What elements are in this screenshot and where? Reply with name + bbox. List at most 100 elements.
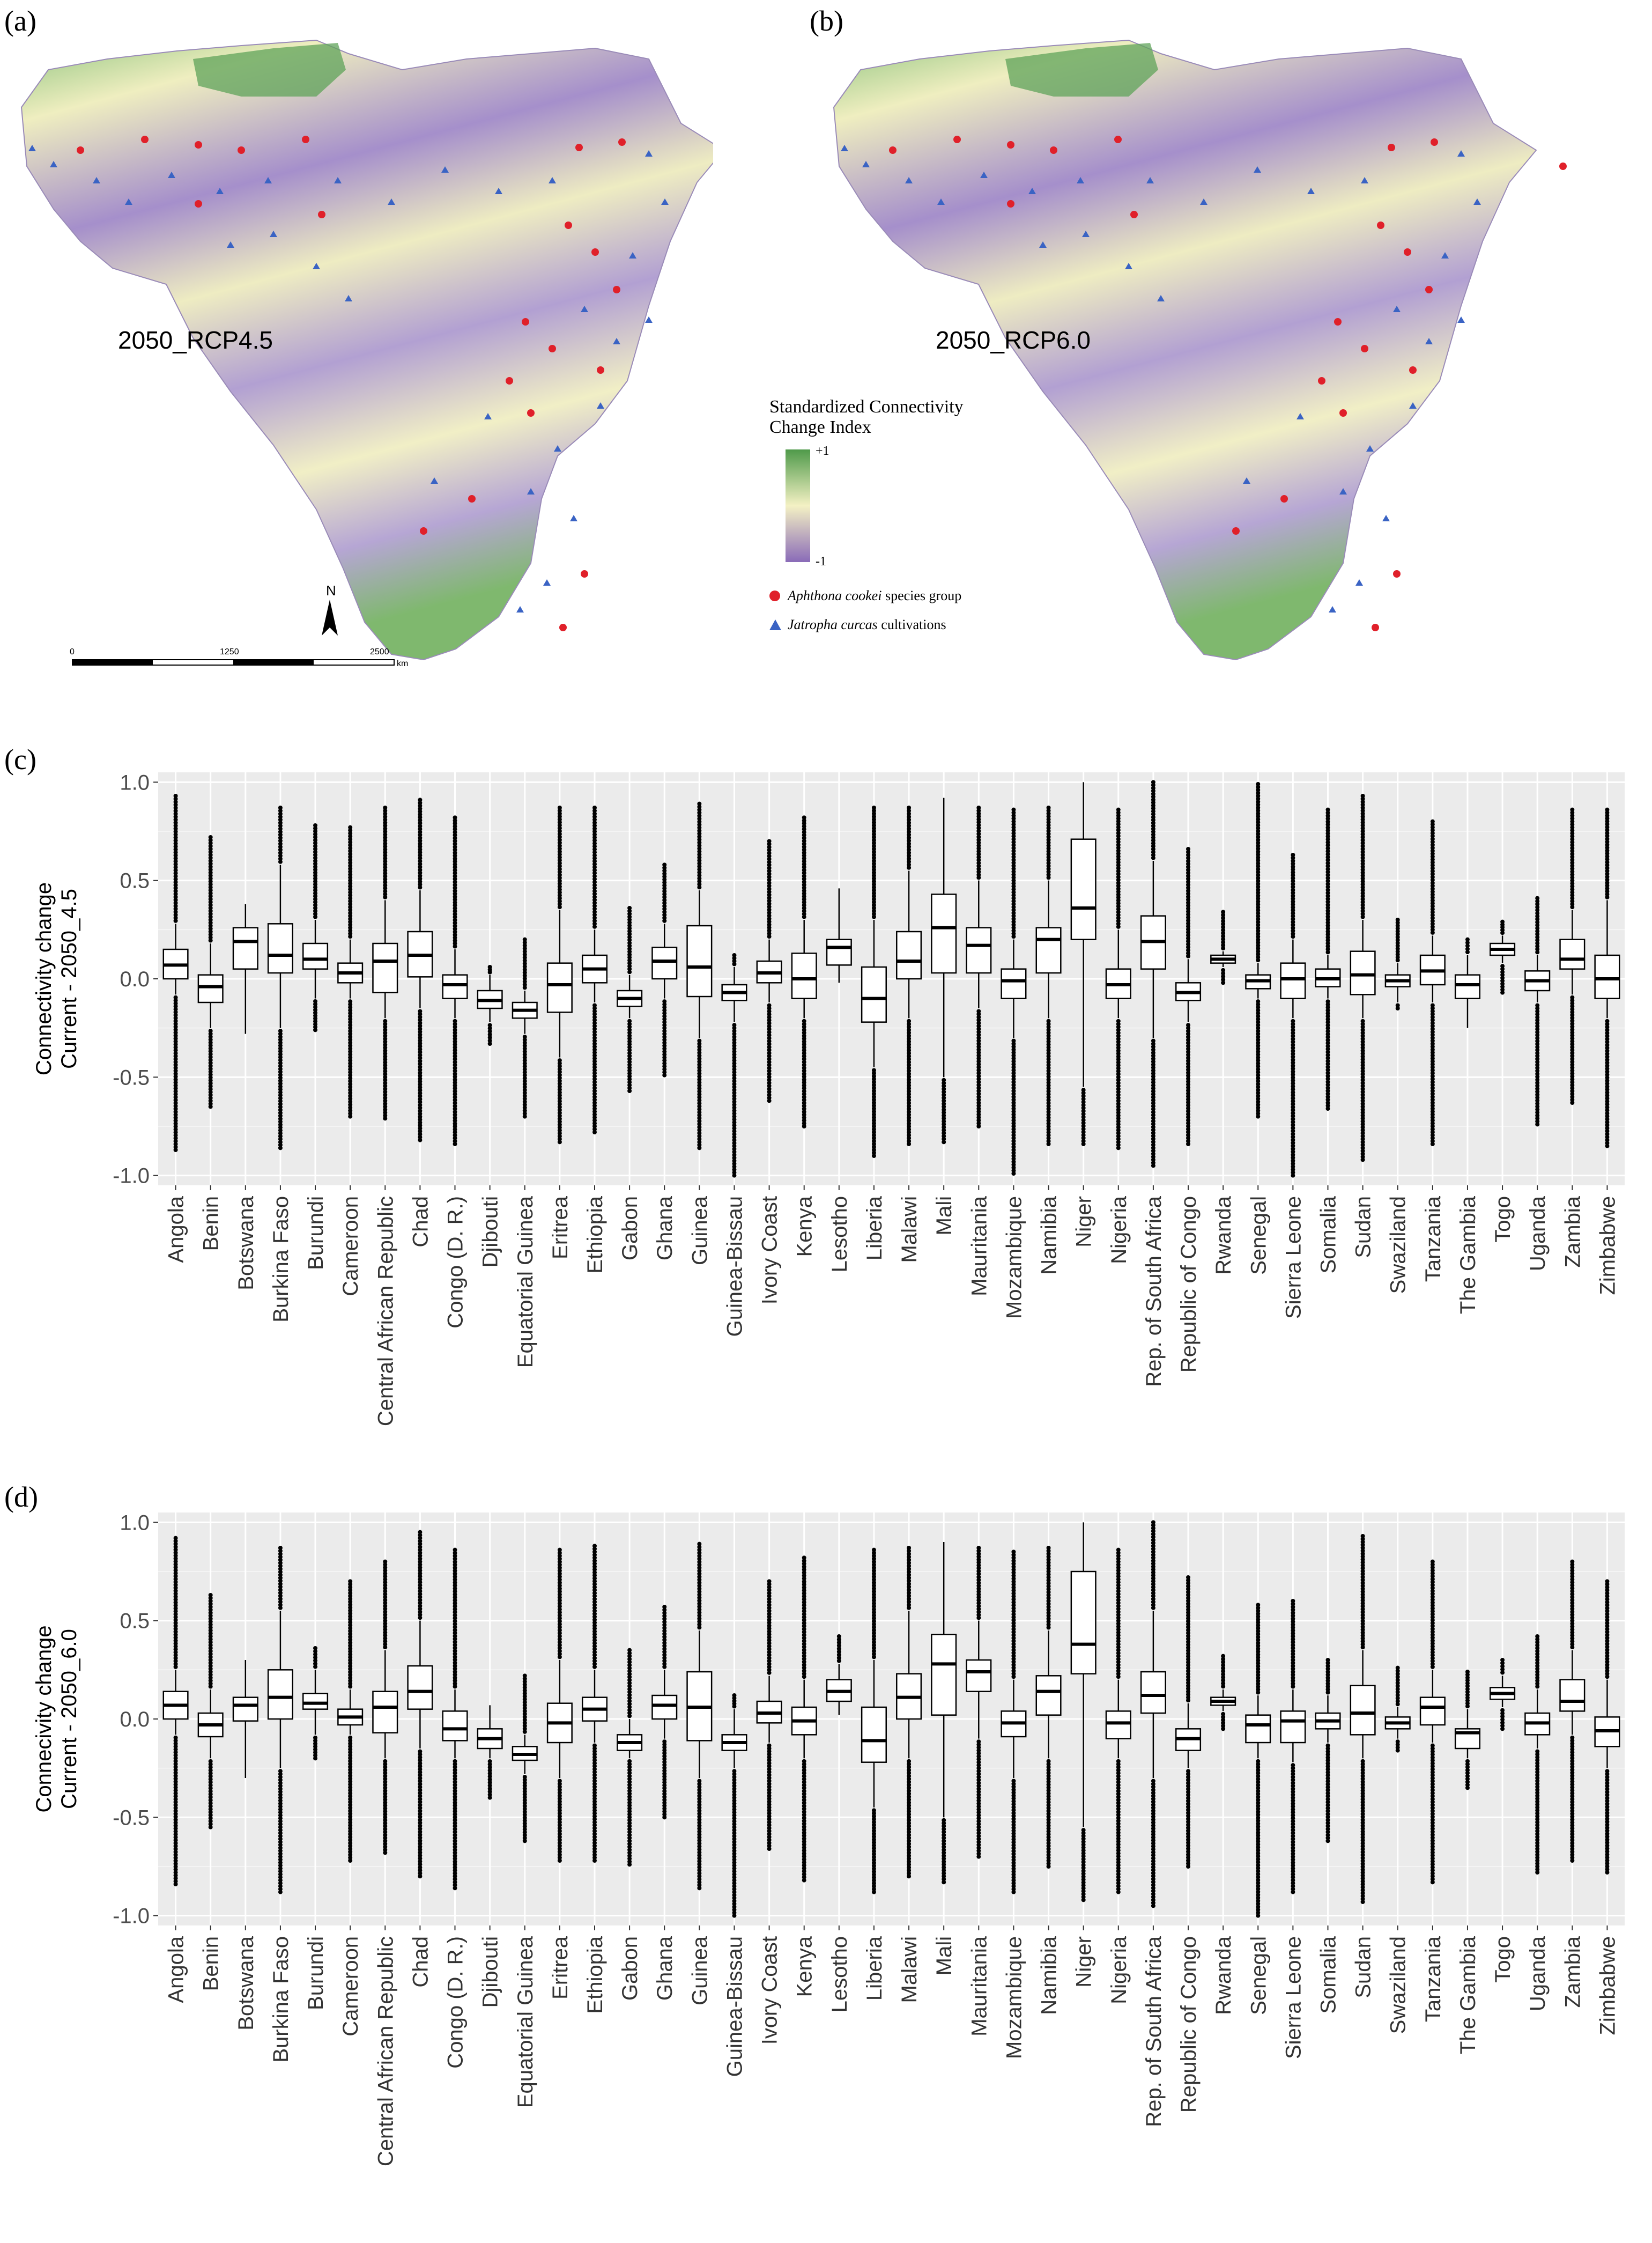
outlier-point bbox=[383, 835, 388, 840]
iqr-box bbox=[546, 962, 573, 1013]
x-tick-label: Congo (D. R.) bbox=[444, 1936, 468, 2069]
outlier-point bbox=[732, 1875, 737, 1880]
outlier-point bbox=[1256, 934, 1261, 939]
outlier-point bbox=[557, 1643, 562, 1648]
outlier-point bbox=[802, 1582, 806, 1587]
outlier-point bbox=[1256, 1096, 1261, 1101]
outlier-point bbox=[697, 1856, 702, 1861]
outlier-point bbox=[871, 1068, 876, 1073]
outlier-point bbox=[1291, 1149, 1295, 1154]
x-tick-label: Burundi bbox=[304, 1196, 328, 1270]
outlier-point bbox=[592, 1018, 597, 1022]
y-axis-label-line2: Current - 2050_4.5 bbox=[57, 889, 81, 1069]
outlier-point bbox=[907, 1563, 912, 1568]
outlier-point bbox=[592, 1784, 597, 1789]
outlier-point bbox=[1116, 1836, 1121, 1841]
outlier-point bbox=[1256, 923, 1261, 927]
outlier-point bbox=[173, 1133, 178, 1138]
outlier-point bbox=[278, 1588, 283, 1592]
outlier-point bbox=[592, 820, 597, 825]
outlier-point bbox=[627, 1651, 632, 1656]
outlier-point bbox=[278, 835, 283, 840]
outlier-point bbox=[662, 862, 667, 867]
outlier-point bbox=[767, 883, 772, 888]
outlier-point bbox=[557, 1835, 562, 1839]
outlier-point bbox=[173, 871, 178, 876]
outlier-point bbox=[418, 1615, 423, 1620]
outlier-point bbox=[697, 1080, 702, 1085]
outlier-point bbox=[1360, 796, 1365, 801]
outlier-point bbox=[1430, 1089, 1435, 1093]
outlier-point bbox=[1186, 1118, 1191, 1123]
outlier-point bbox=[313, 879, 318, 884]
outlier-point bbox=[1535, 917, 1540, 921]
outlier-point bbox=[383, 1069, 388, 1074]
outlier-point bbox=[1325, 923, 1330, 928]
outlier-point bbox=[732, 1029, 737, 1034]
outlier-point bbox=[348, 843, 353, 847]
outlier-point bbox=[627, 1684, 632, 1688]
outlier-point bbox=[1256, 1907, 1261, 1912]
iqr-box bbox=[302, 942, 329, 970]
outlier-point bbox=[732, 1775, 737, 1780]
outlier-point bbox=[487, 1780, 492, 1785]
outlier-point bbox=[767, 1779, 772, 1783]
outlier-point bbox=[278, 1787, 283, 1791]
outlier-point bbox=[697, 1065, 702, 1070]
outlier-point bbox=[348, 1082, 353, 1087]
outlier-point bbox=[1256, 1848, 1261, 1853]
outlier-point bbox=[418, 1782, 423, 1787]
outlier-point bbox=[1186, 855, 1191, 860]
outlier-point bbox=[383, 1774, 388, 1779]
outlier-point bbox=[1256, 1857, 1261, 1862]
outlier-point bbox=[453, 1871, 457, 1876]
outlier-point bbox=[1116, 1610, 1121, 1614]
outlier-point bbox=[767, 1752, 772, 1757]
outlier-point bbox=[1256, 896, 1261, 901]
outlier-point bbox=[767, 866, 772, 870]
outlier-point bbox=[697, 1137, 702, 1141]
outlier-point bbox=[173, 1805, 178, 1810]
outlier-point bbox=[871, 885, 876, 890]
outlier-point bbox=[453, 1839, 457, 1843]
outlier-point bbox=[173, 811, 178, 816]
outlier-point bbox=[418, 1551, 423, 1555]
outlier-point bbox=[1360, 1128, 1365, 1133]
outlier-point bbox=[418, 1871, 423, 1876]
outlier-point bbox=[1116, 1107, 1121, 1112]
outlier-point bbox=[1256, 820, 1261, 825]
outlier-point bbox=[662, 886, 667, 891]
outlier-point bbox=[592, 1847, 597, 1851]
outlier-point bbox=[453, 1616, 457, 1621]
outlier-point bbox=[907, 1791, 912, 1796]
outlier-point bbox=[1186, 1796, 1191, 1801]
outlier-point bbox=[732, 1777, 737, 1782]
outlier-point bbox=[767, 1652, 772, 1657]
outlier-point bbox=[1256, 1035, 1261, 1039]
outlier-point bbox=[313, 914, 318, 919]
outlier-point bbox=[907, 856, 912, 861]
box-ethiopia bbox=[581, 806, 608, 1134]
outlier-point bbox=[1011, 1038, 1016, 1043]
outlier-point bbox=[208, 865, 213, 869]
outlier-point bbox=[592, 870, 597, 875]
iqr-box bbox=[861, 966, 887, 1023]
outlier-point bbox=[383, 806, 388, 810]
x-tick-label: Djibouti bbox=[479, 1196, 502, 1267]
outlier-point bbox=[1011, 866, 1016, 871]
outlier-point bbox=[592, 912, 597, 917]
outlier-point bbox=[802, 1791, 806, 1796]
outlier-point bbox=[592, 1758, 597, 1762]
outlier-point bbox=[383, 1568, 388, 1573]
outlier-point bbox=[592, 844, 597, 849]
outlier-point bbox=[383, 1060, 388, 1065]
outlier-point bbox=[1256, 846, 1261, 851]
outlier-point bbox=[1151, 1790, 1155, 1795]
outlier-point bbox=[907, 1142, 912, 1146]
outlier-point bbox=[1186, 906, 1191, 911]
outlier-point bbox=[627, 1818, 632, 1823]
outlier-point bbox=[1605, 1034, 1610, 1038]
outlier-point bbox=[907, 811, 912, 816]
outlier-point bbox=[1151, 1555, 1155, 1560]
outlier-point bbox=[662, 901, 667, 905]
